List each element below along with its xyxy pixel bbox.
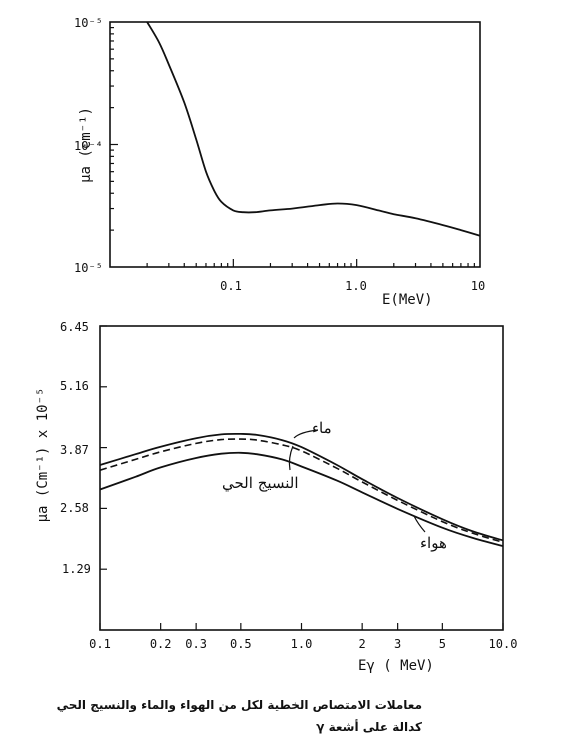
top-ytick-label-top: 10⁻⁵ bbox=[74, 16, 103, 30]
air-label-pointer bbox=[413, 515, 426, 533]
bottom-y-axis-label: μa (Cm⁻¹) x 10⁻⁵ bbox=[35, 388, 51, 523]
figure-caption: معاملات الامتصاص الخطية لكل من الهواء وا… bbox=[2, 694, 422, 738]
bottom-ytick-label-1.29: 1.29 bbox=[62, 562, 91, 576]
tissue-series-label: النسيج الحي bbox=[222, 474, 299, 492]
top-ytick-label-bottom: 10⁻⁵ bbox=[74, 261, 103, 275]
bottom-ytick-label-5.16: 5.16 bbox=[60, 379, 89, 393]
air-series-label: هواء bbox=[420, 534, 447, 552]
bottom-ytick-label-3.87: 3.87 bbox=[60, 443, 89, 457]
top-chart: 10⁻⁵ 10⁻⁴ 10⁻⁵ 0.1 1.0 10 E(MeV) μa (cm⁻… bbox=[74, 16, 485, 308]
tissue-series-line bbox=[99, 438, 504, 544]
bottom-ytick-label-6.45: 6.45 bbox=[60, 320, 89, 334]
water-series-label: ماء bbox=[312, 419, 332, 437]
bottom-ytick-label-2.58: 2.58 bbox=[60, 501, 89, 515]
top-xtick-label-1: 1.0 bbox=[345, 279, 367, 293]
bottom-xtick-label: 2 bbox=[359, 637, 366, 651]
caption-line-1: معاملات الامتصاص الخطية لكل من الهواء وا… bbox=[56, 698, 422, 712]
water-series-line bbox=[99, 432, 504, 542]
top-xtick-label-2: 10 bbox=[471, 279, 485, 293]
bottom-xtick-label: 0.2 bbox=[150, 637, 172, 651]
bottom-xtick-label: 1.0 bbox=[291, 637, 313, 651]
bottom-xtick-label: 5 bbox=[439, 637, 446, 651]
bottom-xtick-label: 0.5 bbox=[230, 637, 252, 651]
top-series-line bbox=[146, 21, 481, 237]
top-xtick-label-0: 0.1 bbox=[220, 279, 242, 293]
bottom-chart: 6.45 5.16 3.87 2.58 1.29 0.1 0.2 0.3 0.5 1.0… bbox=[35, 320, 517, 674]
bottom-xtick-label: 10.0 bbox=[489, 637, 518, 651]
bottom-xtick-label: 0.3 bbox=[185, 637, 207, 651]
top-y-axis-label: μa (cm⁻¹) bbox=[78, 107, 94, 183]
figure: 10⁻⁵ 10⁻⁴ 10⁻⁵ 0.1 1.0 10 E(MeV) μa (cm⁻… bbox=[35, 16, 517, 674]
water-label-pointer bbox=[293, 429, 319, 439]
caption-line-2: كدالة على أشعة γ bbox=[316, 720, 422, 734]
air-series-line bbox=[99, 451, 504, 547]
bottom-plot-frame bbox=[99, 325, 504, 631]
bottom-xtick-label: 3 bbox=[394, 637, 401, 651]
bottom-xtick-label: 0.1 bbox=[89, 637, 111, 651]
bottom-x-axis-label: Eγ ( MeV) bbox=[358, 658, 434, 674]
tissue-label-pointer bbox=[288, 445, 294, 471]
top-x-axis-label: E(MeV) bbox=[382, 292, 433, 308]
top-ytick-label-mid: 10⁻⁴ bbox=[74, 139, 103, 153]
